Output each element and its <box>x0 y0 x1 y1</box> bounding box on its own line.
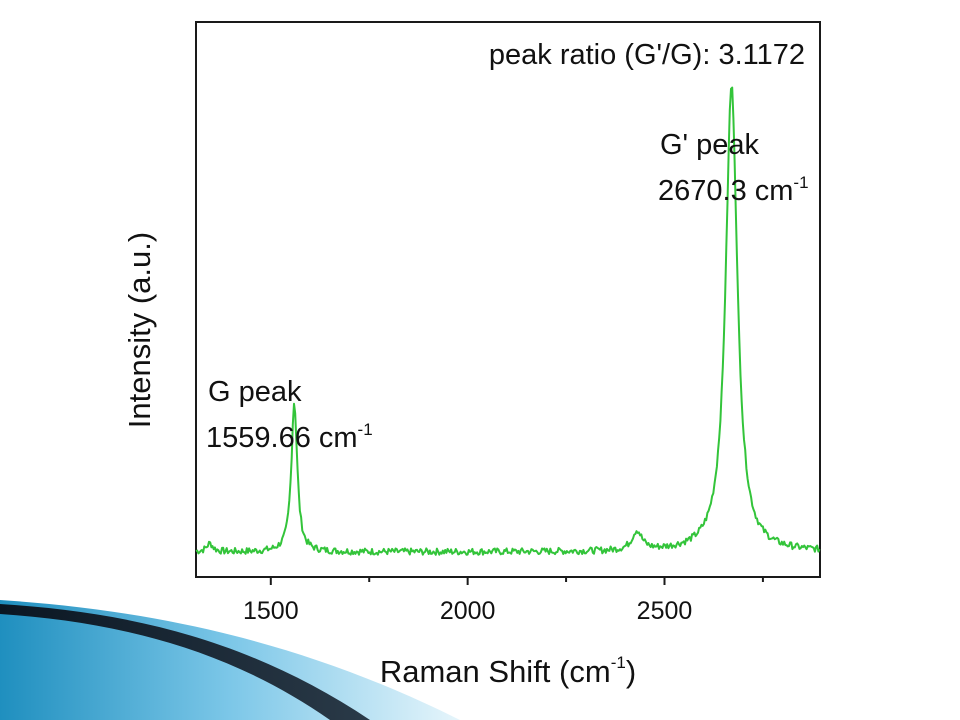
x-tick-label-1500: 1500 <box>243 597 299 625</box>
plot-frame <box>195 21 821 578</box>
decorative-swoosh <box>0 600 460 720</box>
x-tick-label-2500: 2500 <box>637 597 693 625</box>
gprime-peak-position: 2670.3 cm-1 <box>658 173 809 207</box>
spectrum-series-line <box>195 86 821 556</box>
g-peak-position: 1559.66 cm-1 <box>206 420 373 454</box>
x-axis-title: Raman Shift (cm-1) <box>380 653 636 689</box>
x-axis-ticks <box>269 577 764 585</box>
peak-ratio-annotation: peak ratio (G'/G): 3.1172 <box>489 39 805 71</box>
gprime-peak-label: G' peak <box>660 129 760 161</box>
y-axis-title: Intensity (a.u.) <box>122 232 157 428</box>
x-tick-label-2000: 2000 <box>440 597 496 625</box>
g-peak-label: G peak <box>208 376 302 408</box>
